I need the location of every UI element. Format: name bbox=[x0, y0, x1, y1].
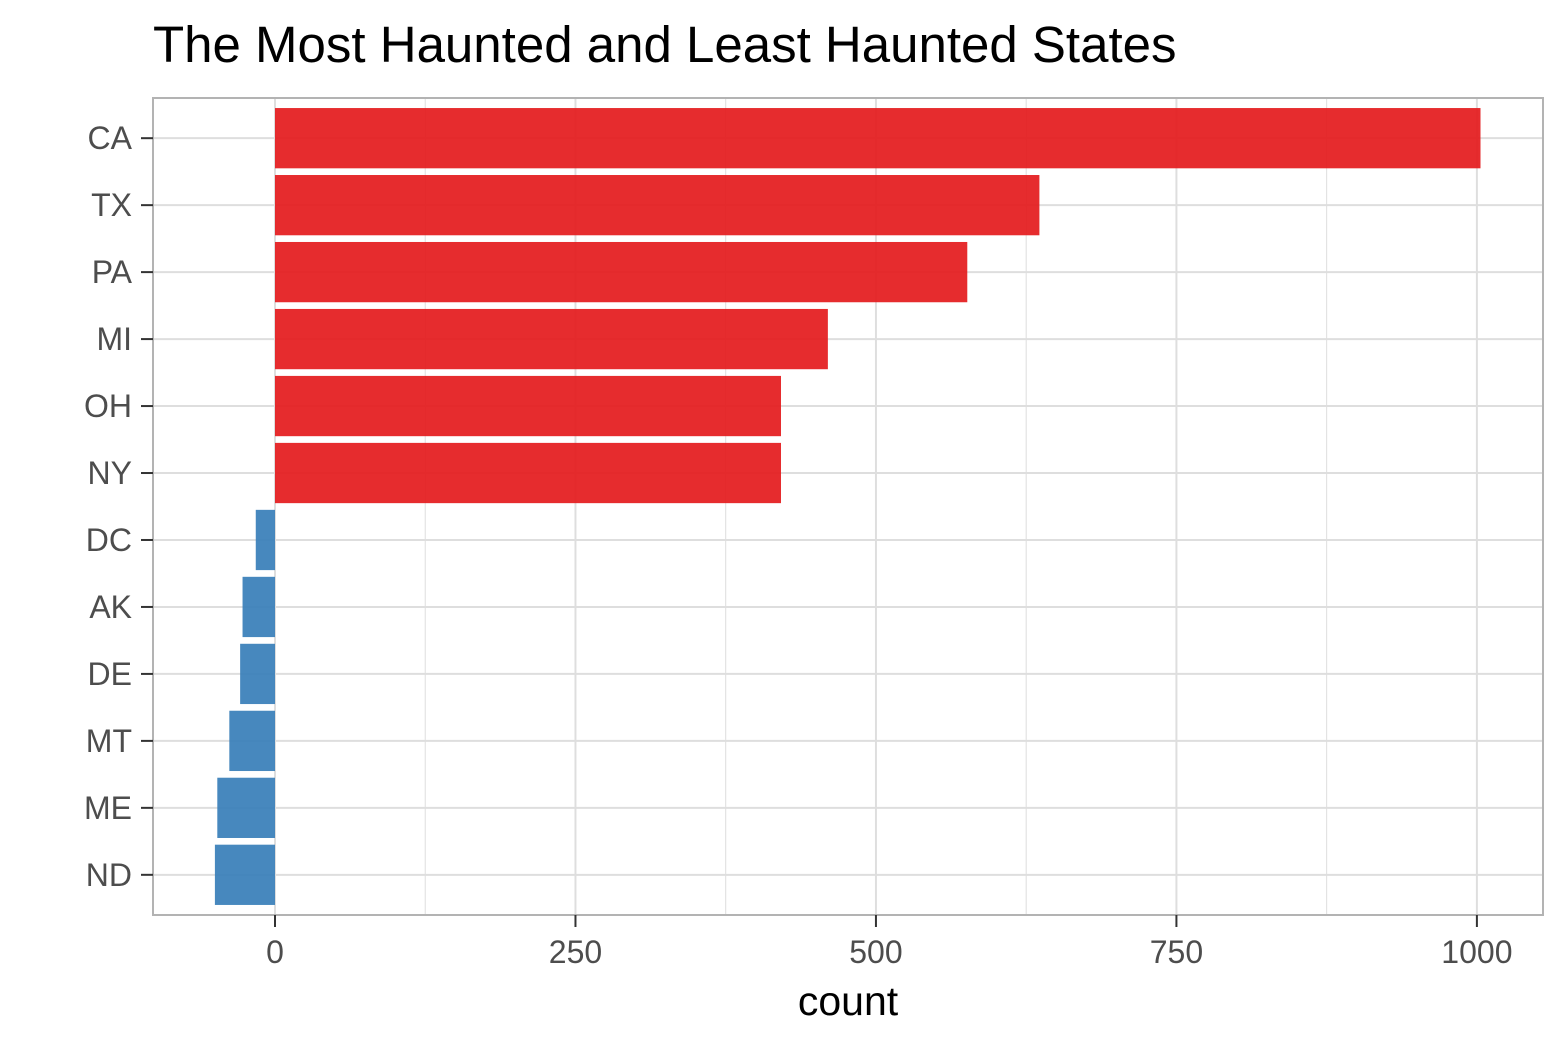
y-tick-label-tx: TX bbox=[91, 187, 132, 223]
y-tick-label-dc: DC bbox=[86, 522, 132, 558]
bar-nd bbox=[214, 844, 275, 905]
bar-de bbox=[240, 643, 275, 705]
x-tick-label: 500 bbox=[849, 934, 902, 970]
x-tick-label: 1000 bbox=[1441, 934, 1512, 970]
y-axis: CA TX PA MI OH NY DC AK DE MT ME ND bbox=[84, 120, 153, 893]
bar-tx bbox=[274, 175, 1040, 236]
bar-dc bbox=[255, 509, 275, 571]
bar-mt bbox=[229, 710, 275, 772]
y-tick-label-de: DE bbox=[88, 656, 132, 692]
panel-border bbox=[152, 97, 1544, 916]
bars bbox=[214, 108, 1481, 905]
x-tick-label: 250 bbox=[549, 934, 602, 970]
y-tick-label-pa: PA bbox=[92, 254, 133, 290]
bar-ak bbox=[242, 576, 275, 638]
chart-title: The Most Haunted and Least Haunted State… bbox=[153, 16, 1177, 73]
x-tick-label: 750 bbox=[1150, 934, 1203, 970]
bar-pa bbox=[274, 241, 968, 303]
y-tick-label-nd: ND bbox=[86, 857, 132, 893]
y-tick-label-mt: MT bbox=[86, 723, 132, 759]
bar-mi bbox=[274, 308, 828, 370]
x-axis-title: count bbox=[798, 978, 899, 1024]
y-tick-label-mi: MI bbox=[96, 321, 132, 357]
bar-me bbox=[217, 777, 275, 838]
bar-oh bbox=[274, 375, 781, 437]
y-tick-label-ny: NY bbox=[88, 455, 132, 491]
y-tick-label-ca: CA bbox=[88, 120, 133, 156]
bar-ny bbox=[274, 442, 781, 504]
y-tick-label-oh: OH bbox=[84, 388, 132, 424]
y-tick-label-me: ME bbox=[84, 790, 132, 826]
bar-ca bbox=[274, 108, 1481, 169]
y-tick-label-ak: AK bbox=[89, 589, 132, 625]
x-tick-label: 0 bbox=[266, 934, 284, 970]
x-axis: 0 250 500 750 1000 bbox=[266, 915, 1512, 970]
